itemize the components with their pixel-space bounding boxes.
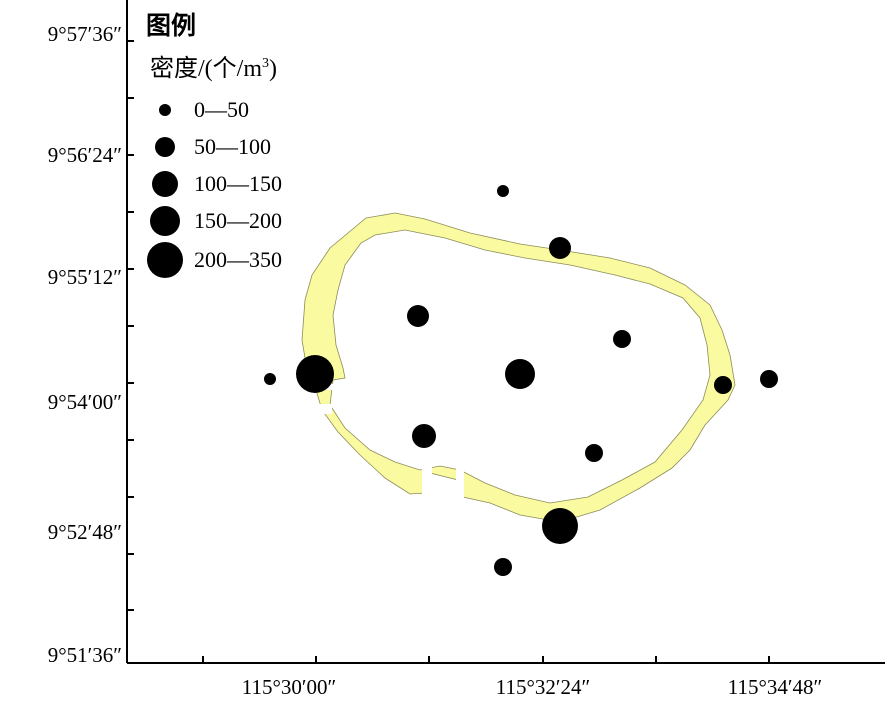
reef-gap-1: [422, 466, 432, 496]
legend-label-200-350: 200—350: [194, 247, 282, 272]
sample-point: [760, 370, 778, 388]
x-tick-label: 115°30′00″: [241, 675, 337, 699]
legend-label-100-150: 100—150: [194, 171, 282, 196]
sample-point: [542, 508, 578, 544]
y-tick-marks: [127, 40, 134, 611]
y-tick-label: 9°57′36″: [47, 22, 122, 46]
sample-point: [505, 359, 535, 389]
x-tick-marks: [202, 656, 770, 663]
sample-point: [585, 444, 603, 462]
reef-gap-2: [456, 468, 464, 502]
legend-label-0-50: 0—50: [194, 97, 249, 122]
reef-ring: [301, 212, 736, 523]
sample-point: [296, 355, 334, 393]
legend-label-50-100: 50—100: [194, 134, 271, 159]
legend-title: 图例: [146, 11, 197, 40]
sample-point: [613, 330, 631, 348]
legend-symbol-50-100: [155, 137, 175, 157]
sample-point: [494, 558, 512, 576]
sample-point: [412, 424, 436, 448]
sample-point: [407, 305, 429, 327]
sample-point: [714, 376, 732, 394]
y-tick-label: 9°54′00″: [47, 390, 122, 414]
legend-label-150-200: 150—200: [194, 208, 282, 233]
x-tick-label: 115°32′24″: [495, 675, 591, 699]
legend-symbol-200-350: [147, 242, 183, 278]
sample-points: [264, 185, 778, 576]
x-tick-label: 115°34′48″: [727, 675, 823, 699]
legend-subtitle: 密度/(个/m3): [150, 56, 277, 82]
y-tick-label: 9°52′48″: [47, 520, 122, 544]
legend-symbol-150-200: [150, 206, 180, 236]
y-tick-label: 9°55′12″: [47, 265, 122, 289]
reef-gap-3: [326, 384, 338, 390]
legend-symbol-100-150: [152, 171, 178, 197]
y-tick-label: 9°56′24″: [47, 143, 122, 167]
reef-gap-4: [318, 404, 332, 414]
legend-symbol-0-50: [159, 104, 171, 116]
sample-point: [497, 185, 509, 197]
sample-point: [264, 373, 276, 385]
sample-point: [549, 237, 571, 259]
y-tick-label: 9°51′36″: [47, 643, 122, 667]
